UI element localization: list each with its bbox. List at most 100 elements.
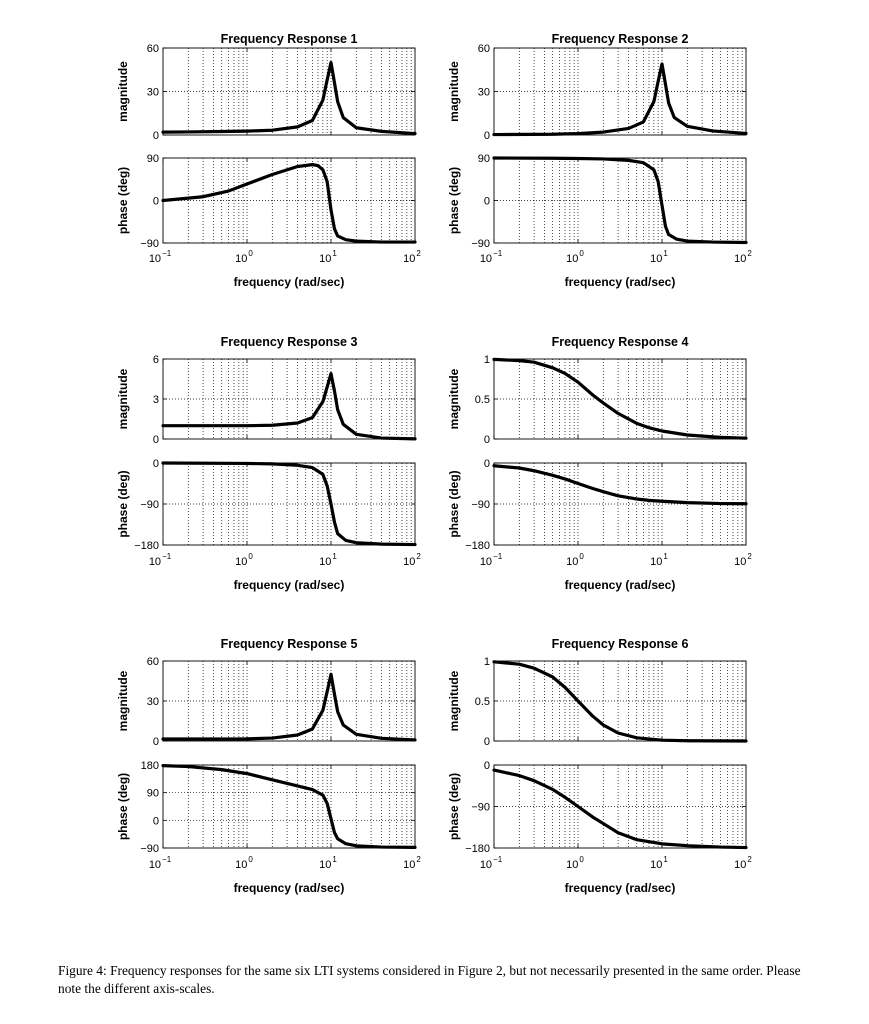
x-tick-label: 100 [566, 249, 584, 265]
x-axis-label: frequency (rad/sec) [234, 881, 345, 895]
y-tick-label: −180 [134, 540, 159, 552]
x-tick-label: 101 [650, 855, 668, 871]
x-tick-label: 102 [403, 552, 421, 568]
phase-response-curve [492, 464, 748, 506]
y-tick-label: 1 [484, 354, 490, 366]
magnitude-response-curve [161, 60, 417, 136]
frequency-response-5: Frequency Response 5 0 30 60 magnitude −90 0 90… [116, 637, 421, 895]
x-tick-label: 10−1 [480, 855, 503, 871]
y-tick-label: 60 [147, 43, 159, 55]
frequency-response-2: Frequency Response 2 0 30 60 magnitude −90 0 90… [447, 32, 752, 289]
x-tick-label: 10−1 [480, 552, 503, 568]
y-tick-label: 90 [147, 153, 159, 165]
chart-4-magnitude-panel: 0 0.5 1 magnitude [447, 354, 748, 446]
x-tick-label: 10−1 [480, 249, 503, 265]
phase-axis-label: phase (deg) [447, 167, 461, 234]
x-tick-label: 102 [403, 249, 421, 265]
chart-title: Frequency Response 6 [552, 637, 689, 651]
x-tick-label: 102 [734, 249, 752, 265]
y-tick-label: 0.5 [475, 394, 490, 406]
magnitude-axis-label: magnitude [116, 368, 130, 429]
frequency-response-4: Frequency Response 4 0 0.5 1 magnitude −180 −9… [447, 335, 752, 592]
y-tick-label: 0 [484, 760, 490, 772]
y-tick-label: 0 [484, 434, 490, 446]
x-tick-label: 100 [235, 552, 253, 568]
x-tick-label: 102 [734, 552, 752, 568]
y-tick-label: −180 [465, 540, 490, 552]
x-axis-label: frequency (rad/sec) [565, 275, 676, 289]
figure-caption: Figure 4: Frequency responses for the sa… [58, 963, 801, 996]
x-tick-label: 10−1 [149, 552, 172, 568]
x-tick-label: 101 [319, 249, 337, 265]
x-tick-label: 102 [734, 855, 752, 871]
phase-axis-label: phase (deg) [116, 167, 130, 234]
y-tick-label: 0.5 [475, 696, 490, 708]
x-tick-label: 100 [235, 249, 253, 265]
phase-response-curve [161, 461, 417, 547]
x-tick-label: 100 [235, 855, 253, 871]
magnitude-response-curve [161, 672, 417, 742]
y-tick-label: 60 [147, 656, 159, 668]
phase-response-curve [161, 764, 417, 849]
chart-6-phase-panel: −180 −90 0 phase (deg) 10−1 100 101 102 [447, 760, 752, 871]
y-tick-label: −180 [465, 843, 490, 855]
phase-response-curve [161, 163, 417, 244]
x-tick-label: 102 [403, 855, 421, 871]
y-tick-label: 60 [478, 43, 490, 55]
y-tick-label: 90 [478, 153, 490, 165]
phase-axes-box [162, 764, 416, 849]
chart-3-phase-panel: −180 −90 0 phase (deg) 10−1 100 101 102 [116, 458, 421, 568]
phase-axis-label: phase (deg) [116, 470, 130, 537]
y-tick-label: 0 [153, 196, 159, 208]
chart-4-phase-panel: −180 −90 0 phase (deg) 10−1 100 101 102 [447, 458, 752, 568]
magnitude-axis-label: magnitude [447, 670, 461, 731]
x-tick-label: 10−1 [149, 855, 172, 871]
x-axis-label: frequency (rad/sec) [234, 275, 345, 289]
y-tick-label: 0 [153, 434, 159, 446]
chart-5-phase-panel: −90 0 90 180 phase (deg) 10−1 100 101 102 [116, 760, 421, 871]
magnitude-axis-label: magnitude [447, 61, 461, 122]
chart-6-magnitude-panel: 0 0.5 1 magnitude [447, 656, 748, 748]
y-tick-label: 0 [484, 458, 490, 470]
y-tick-label: 0 [153, 458, 159, 470]
y-tick-label: 6 [153, 354, 159, 366]
y-tick-label: 180 [141, 760, 159, 772]
chart-title: Frequency Response 2 [552, 32, 689, 46]
y-tick-label: 0 [484, 130, 490, 142]
y-tick-label: 0 [484, 196, 490, 208]
x-tick-label: 101 [650, 552, 668, 568]
phase-response-curve [492, 156, 748, 245]
y-tick-label: −90 [140, 843, 159, 855]
chart-2-phase-panel: −90 0 90 phase (deg) 10−1 100 101 102 [447, 153, 752, 265]
y-tick-label: 0 [153, 815, 159, 827]
y-tick-label: 90 [147, 788, 159, 800]
y-tick-label: 0 [153, 130, 159, 142]
frequency-response-1: Frequency Response 1 0 30 60 magnitude −90 0 90… [116, 32, 421, 289]
phase-axis-label: phase (deg) [116, 773, 130, 840]
phase-axis-label: phase (deg) [447, 470, 461, 537]
x-axis-label: frequency (rad/sec) [234, 578, 345, 592]
y-tick-label: −90 [471, 499, 490, 511]
y-tick-label: 3 [153, 394, 159, 406]
y-tick-label: 0 [484, 736, 490, 748]
magnitude-axis-label: magnitude [116, 670, 130, 731]
y-tick-label: −90 [140, 499, 159, 511]
y-tick-label: 30 [147, 87, 159, 99]
x-axis-label: frequency (rad/sec) [565, 578, 676, 592]
chart-title: Frequency Response 3 [221, 335, 358, 349]
x-tick-label: 101 [650, 249, 668, 265]
chart-title: Frequency Response 4 [552, 335, 689, 349]
y-tick-label: 1 [484, 656, 490, 668]
frequency-response-3: Frequency Response 3 0 3 6 magnitude −180 −90 0… [116, 335, 421, 592]
frequency-response-6: Frequency Response 6 0 0.5 1 magnitude −180 −9… [447, 637, 752, 895]
y-tick-label: −90 [140, 238, 159, 250]
chart-1-phase-panel: −90 0 90 phase (deg) 10−1 100 101 102 [116, 153, 421, 265]
magnitude-response-curve [492, 62, 748, 137]
chart-title: Frequency Response 1 [221, 32, 358, 46]
x-axis-label: frequency (rad/sec) [565, 881, 676, 895]
magnitude-axis-label: magnitude [447, 368, 461, 429]
y-tick-label: 0 [153, 736, 159, 748]
x-tick-label: 101 [319, 552, 337, 568]
y-tick-label: −90 [471, 238, 490, 250]
